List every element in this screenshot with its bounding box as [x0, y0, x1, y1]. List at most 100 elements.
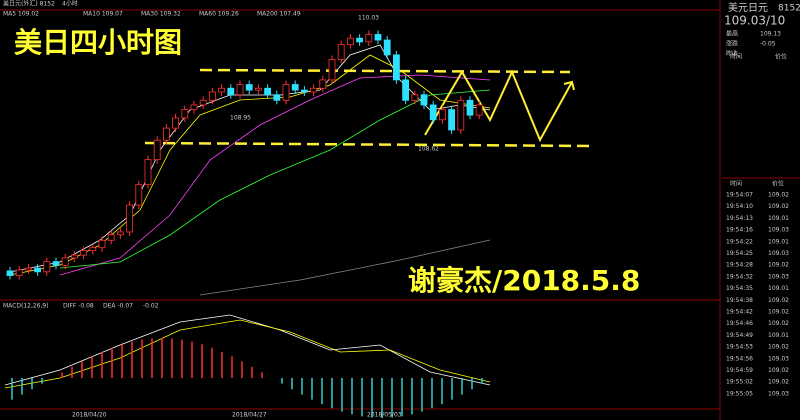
candle — [291, 84, 299, 91]
candle — [264, 87, 272, 96]
ma-label: MA200 107.49 — [257, 11, 301, 18]
tick-time: 19:54:10 — [726, 203, 753, 210]
tick-time: 19:54:56 — [726, 355, 753, 362]
candle — [135, 184, 143, 206]
ma-label: MA10 109.07 — [83, 11, 123, 18]
tick-price: 109.02 — [768, 203, 789, 210]
ma200-line — [199, 239, 491, 296]
tick-price: 109.02 — [768, 297, 789, 304]
tick-price: 109.03 — [768, 355, 789, 362]
tick-time: 19:54:28 — [726, 262, 753, 269]
candle — [227, 87, 235, 96]
macd-histogram — [11, 338, 483, 418]
candle — [356, 37, 364, 43]
author-annotation: 谢豪杰/2018.5.8 — [408, 264, 640, 297]
candle — [346, 37, 354, 46]
candle — [107, 234, 115, 241]
tick-time: 19:54:42 — [726, 309, 753, 316]
candle — [24, 267, 32, 271]
macd-label: MACD(12,26,9) — [3, 303, 49, 310]
low-label: 108.62 — [418, 146, 439, 153]
candle — [80, 250, 87, 256]
candle — [126, 204, 133, 233]
tick-price: 109.02 — [768, 379, 789, 386]
dea-line — [4, 319, 491, 389]
candle — [43, 261, 51, 273]
tick-price: 109.01 — [768, 215, 789, 222]
tick-price: 109.01 — [768, 238, 789, 245]
candle — [374, 34, 382, 41]
candle — [98, 239, 106, 249]
candle — [392, 54, 400, 81]
col-head: 价位 — [772, 180, 784, 188]
candle — [466, 99, 474, 116]
tick-price: 109.02 — [768, 192, 789, 199]
candle — [15, 269, 23, 276]
candle — [420, 94, 428, 106]
high-label: 110.03 — [358, 15, 379, 22]
candle — [448, 109, 456, 131]
candle — [199, 99, 207, 106]
tick-price: 109.02 — [768, 320, 789, 327]
candle — [402, 79, 410, 101]
quote-val: -0.05 — [760, 41, 776, 48]
tick-time: 19:54:46 — [726, 320, 753, 327]
candle — [245, 84, 253, 91]
tick-price: 109.01 — [768, 285, 789, 292]
tick-price: 109.03 — [768, 273, 789, 280]
tick-price: 109.03 — [768, 250, 789, 257]
tick-price: 109.02 — [768, 309, 789, 316]
arrow-head — [563, 80, 575, 91]
tick-price: 109.02 — [768, 262, 789, 269]
resistance-line — [199, 68, 571, 74]
diff-line — [4, 314, 491, 386]
forecast-zigzag — [424, 69, 573, 143]
candle — [144, 159, 152, 186]
candle — [438, 109, 446, 121]
candle — [153, 139, 161, 161]
symbol: 美日元(外汇) 8152 — [3, 0, 55, 8]
ma30-line — [59, 74, 491, 276]
quote-code: 8152 — [778, 4, 800, 14]
candle — [190, 104, 198, 110]
candle — [52, 261, 60, 266]
support-line — [144, 141, 596, 148]
quote-price: 109.03/10 — [724, 14, 785, 28]
ma60-line — [59, 89, 491, 269]
candle — [282, 84, 290, 101]
date-label: 2018/05/03 — [367, 412, 402, 419]
candle — [162, 127, 170, 141]
candle — [71, 254, 78, 259]
candle — [319, 79, 327, 89]
tick-time: 19:54:13 — [726, 215, 753, 222]
quote-name: 美元日元 — [728, 1, 768, 14]
quote-key: 涨跌 — [726, 40, 738, 48]
title-annotation: 美日四小时图 — [14, 26, 182, 59]
candle — [218, 87, 226, 93]
col-head: 价位 — [775, 53, 787, 61]
quote-val: 109.13 — [760, 31, 781, 38]
tick-time: 19:54:22 — [726, 238, 753, 245]
tick-price: 109.03 — [768, 227, 789, 234]
tick-price: 109.02 — [768, 344, 789, 351]
candle — [172, 117, 180, 129]
candle — [300, 89, 308, 93]
tick-time: 19:54:32 — [726, 273, 753, 280]
tick-time: 19:54:07 — [726, 192, 753, 199]
candle — [254, 87, 262, 91]
tick-time: 19:54:25 — [726, 250, 753, 257]
macd-label: DEA -0.07 — [103, 303, 133, 310]
candle — [328, 59, 336, 81]
candle — [208, 91, 216, 101]
candle — [34, 267, 41, 273]
tick-time: 19:54:38 — [726, 297, 753, 304]
candle — [310, 87, 318, 93]
candle — [383, 39, 391, 56]
candle — [411, 94, 419, 101]
candle — [457, 99, 465, 131]
ma-label: MA30 109.32 — [141, 11, 181, 18]
date-label: 2018/04/20 — [72, 412, 107, 419]
bg — [0, 0, 720, 420]
tick-time: 19:54:59 — [726, 367, 753, 374]
